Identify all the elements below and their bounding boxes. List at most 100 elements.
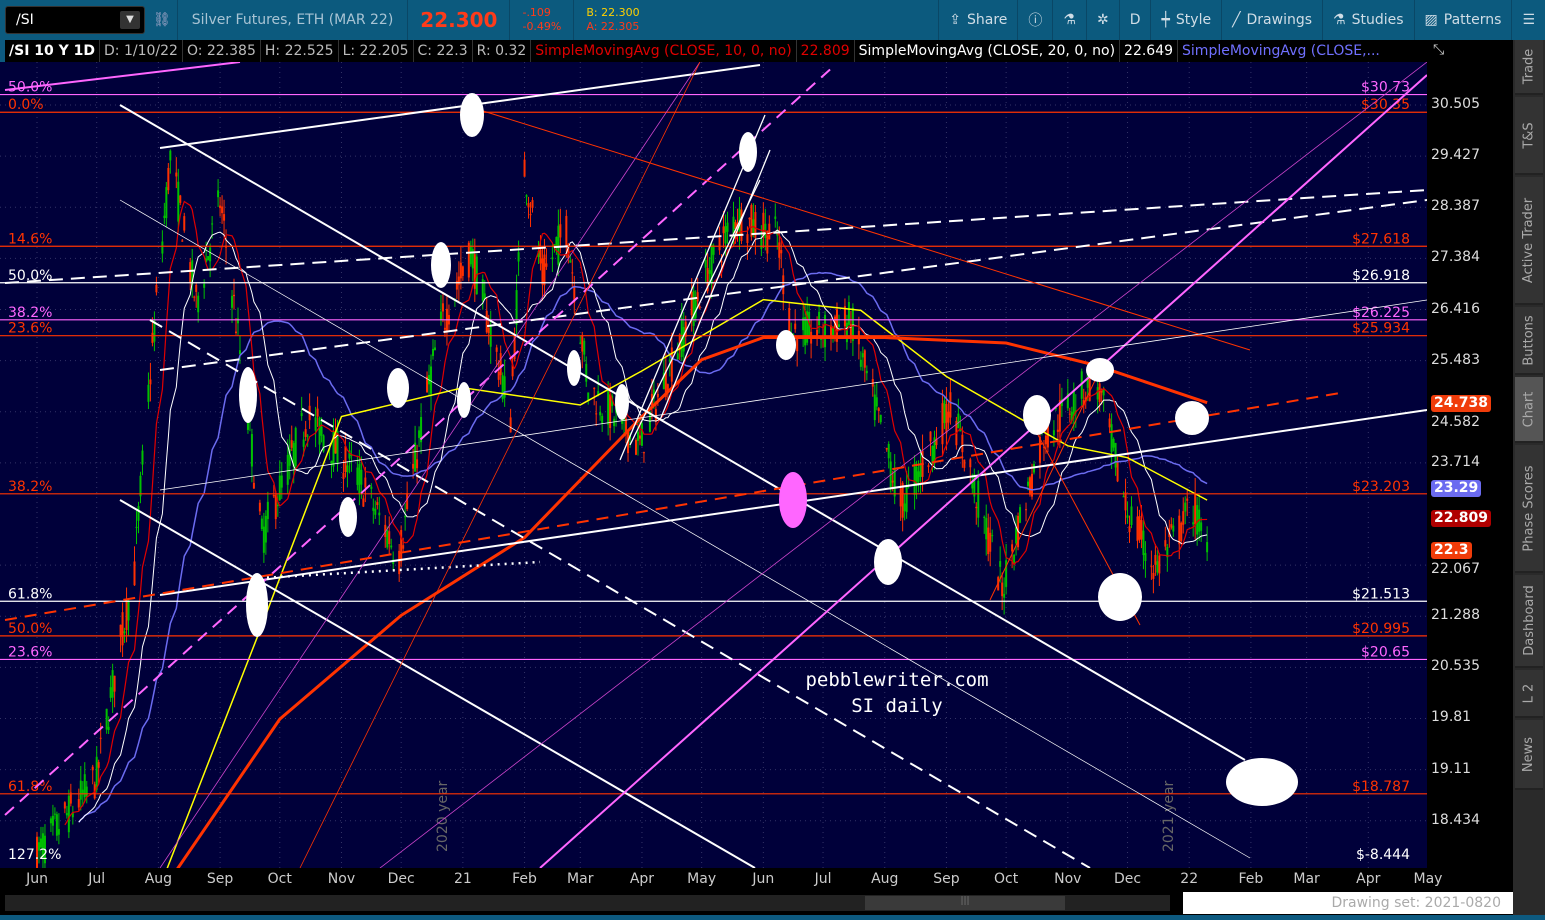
candle-body xyxy=(782,275,785,295)
candle-body xyxy=(390,545,393,548)
side-tab-dashboard[interactable]: Dashboard xyxy=(1515,575,1543,668)
candle-body xyxy=(684,321,687,337)
candle-body xyxy=(191,260,194,285)
trendline-drawing xyxy=(149,319,1091,868)
link-icon[interactable]: ⛓ xyxy=(153,12,171,28)
x-tick-label: Jun xyxy=(752,871,775,887)
side-tab-l-2[interactable]: L 2 xyxy=(1515,670,1543,718)
candle-body xyxy=(1102,389,1105,396)
time-axis[interactable]: Jun Jul Aug Sep Oct Nov Dec 21 Feb Mar Apr May Jun Ju… xyxy=(0,868,1513,890)
candle-body xyxy=(865,370,868,374)
candle-body xyxy=(509,417,512,433)
candle-body xyxy=(929,431,932,442)
candle-body xyxy=(1128,526,1131,533)
candle-body xyxy=(1108,418,1111,428)
side-tab-phase-scores[interactable]: Phase Scores xyxy=(1515,445,1543,573)
candle-body xyxy=(294,427,297,467)
button-label: Drawings xyxy=(1246,12,1313,28)
candle-body xyxy=(63,802,66,809)
toolbar-button-info-icon[interactable]: ⓘ xyxy=(1017,0,1052,40)
toolbar-button-gear-icon[interactable]: ✲ xyxy=(1085,0,1119,40)
ask: A: 22.305 xyxy=(586,20,640,33)
study-sma20[interactable]: SimpleMovingAvg (CLOSE, 20, 0, no) xyxy=(855,40,1121,62)
symbol-selector[interactable]: /SI ▼ xyxy=(5,6,145,34)
button-label: D xyxy=(1129,12,1141,28)
drawing-set-selector[interactable]: Drawing set: 2021-0820 xyxy=(1183,892,1513,914)
candle-body xyxy=(119,624,122,637)
study-sma50[interactable]: SimpleMovingAvg (CLOSE,... xyxy=(1182,43,1380,59)
toolbar-button-menu-icon[interactable]: ☰ xyxy=(1511,0,1545,40)
candle-body xyxy=(676,353,679,360)
candle-body xyxy=(1196,505,1199,535)
collapse-icon[interactable]: ⤡ xyxy=(1433,42,1445,58)
candle-body xyxy=(467,242,470,278)
candle-body xyxy=(698,306,701,309)
horizontal-scrollbar[interactable]: ||| xyxy=(5,895,1170,911)
candle-body xyxy=(818,311,821,326)
trendline-drawing xyxy=(619,114,766,461)
candle-body xyxy=(1052,430,1055,436)
candle-body xyxy=(95,756,98,790)
highlight-ellipse xyxy=(1226,758,1298,806)
candle-body xyxy=(41,833,44,858)
sma200-line xyxy=(176,336,1208,868)
toolbar-button-share[interactable]: ⇪ Share xyxy=(938,0,1017,40)
chevron-down-icon[interactable]: ▼ xyxy=(120,11,140,29)
candle-body xyxy=(455,280,458,290)
y-tick-label: 29.427 xyxy=(1431,147,1480,164)
candle-body xyxy=(746,234,749,244)
side-tab-active-trader[interactable]: Active Trader xyxy=(1515,177,1543,305)
candle-body xyxy=(919,464,922,477)
candle-body xyxy=(153,319,156,342)
gear-icon: ✲ xyxy=(1096,12,1109,28)
study-sma10[interactable]: SimpleMovingAvg (CLOSE, 10, 0, no) xyxy=(531,40,797,62)
candle-body xyxy=(545,263,548,267)
change-value: -.109 xyxy=(522,6,551,19)
candle-body xyxy=(113,675,116,692)
candle-body xyxy=(1166,546,1169,558)
toolbar-button-studies[interactable]: ⚗ Studies xyxy=(1322,0,1414,40)
candle-body xyxy=(863,350,866,368)
candle-body xyxy=(414,442,417,472)
price-axis[interactable]: 24.738 23.29 22.809 22.3 30.505 29.427 28.387 2… xyxy=(1427,62,1513,868)
candle-body xyxy=(531,200,534,208)
candle-body xyxy=(517,252,520,262)
candle-body xyxy=(260,518,263,530)
candle-body xyxy=(1046,414,1049,448)
candle-body xyxy=(1054,407,1057,410)
candle-body xyxy=(334,432,337,454)
side-tab-chart[interactable]: Chart xyxy=(1515,377,1543,443)
toolbar-button-patterns[interactable]: ▨ Patterns xyxy=(1413,0,1512,40)
side-tab-trade[interactable]: Trade xyxy=(1515,40,1543,95)
price-badge: 23.29 xyxy=(1431,480,1482,498)
toolbar-button-flask-icon[interactable]: ⚗ xyxy=(1052,0,1086,40)
candle-body xyxy=(1096,387,1099,400)
candle-body xyxy=(565,215,568,246)
side-tab-news[interactable]: News xyxy=(1515,720,1543,790)
candle-body xyxy=(1164,540,1167,547)
candle-body xyxy=(193,296,196,298)
candle-body xyxy=(1138,515,1141,540)
toolbar-button-style[interactable]: ┿ Style xyxy=(1150,0,1221,40)
candle-body xyxy=(457,276,460,285)
scrollbar-thumb[interactable]: ||| xyxy=(865,896,1065,910)
candle-body xyxy=(587,392,590,401)
candle-body xyxy=(1140,520,1143,540)
candle-body xyxy=(217,190,220,198)
toolbar-button-drawings[interactable]: ╱ Drawings xyxy=(1221,0,1322,40)
candle-body xyxy=(1098,383,1101,402)
side-tab-buttons[interactable]: Buttons xyxy=(1515,307,1543,375)
candle-body xyxy=(513,334,516,360)
candle-body xyxy=(420,417,423,443)
candle-body xyxy=(235,331,237,333)
candle-body xyxy=(845,322,848,343)
candle-body xyxy=(581,335,584,352)
x-tick-label: 22 xyxy=(1180,871,1199,887)
side-tab-t-s[interactable]: T&S xyxy=(1515,97,1543,175)
toolbar-button-d[interactable]: D xyxy=(1118,0,1151,40)
candle-body xyxy=(1029,477,1032,495)
candle-body xyxy=(161,241,164,254)
candle-body xyxy=(694,300,697,318)
candle-body xyxy=(362,498,365,507)
